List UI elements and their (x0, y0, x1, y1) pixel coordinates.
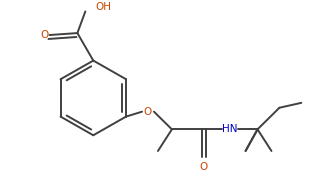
Text: O: O (200, 162, 208, 172)
Text: HN: HN (222, 124, 237, 134)
Text: OH: OH (95, 2, 111, 12)
Text: O: O (144, 107, 152, 117)
Text: O: O (40, 30, 49, 40)
